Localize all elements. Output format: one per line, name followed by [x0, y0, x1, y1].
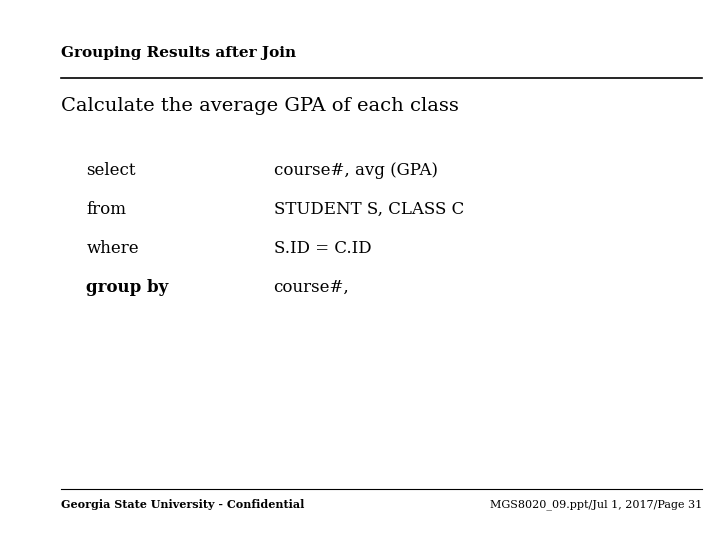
Text: MGS8020_09.ppt/Jul 1, 2017/Page 31: MGS8020_09.ppt/Jul 1, 2017/Page 31 — [490, 500, 702, 510]
Text: where: where — [86, 240, 139, 256]
Text: S.ID = C.ID: S.ID = C.ID — [274, 240, 372, 256]
Text: from: from — [86, 201, 127, 218]
Text: Grouping Results after Join: Grouping Results after Join — [61, 46, 297, 60]
Text: Georgia State University - Confidential: Georgia State University - Confidential — [61, 500, 305, 510]
Text: course#, avg (GPA): course#, avg (GPA) — [274, 162, 438, 179]
Text: group by: group by — [86, 279, 168, 295]
Text: course#,: course#, — [274, 279, 349, 295]
Text: STUDENT S, CLASS C: STUDENT S, CLASS C — [274, 201, 464, 218]
Text: Calculate the average GPA of each class: Calculate the average GPA of each class — [61, 97, 459, 115]
Text: select: select — [86, 162, 136, 179]
